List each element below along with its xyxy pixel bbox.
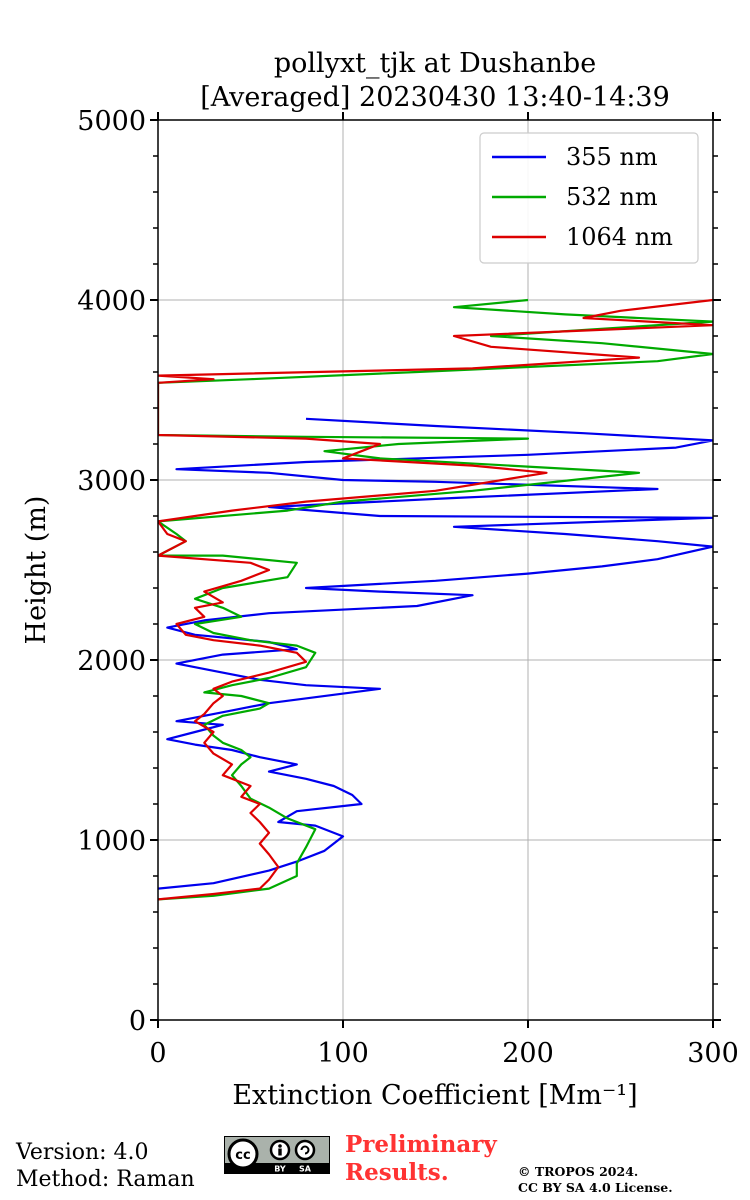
copyright-line-1: © TROPOS 2024. <box>518 1164 639 1179</box>
y-tick-label: 1000 <box>77 826 146 857</box>
preliminary-results-note: Preliminary Results. <box>345 1131 497 1187</box>
x-tick-label: 200 <box>502 1038 554 1069</box>
cc-by-sa-license-icon: cc BY SA <box>224 1136 330 1174</box>
legend-box <box>479 132 699 264</box>
y-tick-label: 2000 <box>77 646 146 677</box>
series-lines <box>158 298 713 901</box>
svg-text:BY: BY <box>274 1165 286 1174</box>
legend-label: 1064 nm <box>566 223 673 251</box>
y-tick-label: 0 <box>129 1006 146 1037</box>
axis-ticks <box>150 112 721 1028</box>
x-tick-label: 0 <box>149 1038 166 1069</box>
series-line-1064-nm <box>158 298 713 901</box>
plot-frame <box>157 119 714 1021</box>
method-text: Method: Raman <box>16 1167 195 1192</box>
x-tick-label: 300 <box>687 1038 739 1069</box>
chart-subtitle: [Averaged] 20230430 13:40-14:39 <box>200 82 670 113</box>
preliminary-line-2: Results. <box>345 1159 449 1186</box>
y-tick-label: 4000 <box>77 286 146 317</box>
chart-title: pollyxt_tjk at Dushanbe <box>274 48 596 79</box>
y-tick-label: 5000 <box>77 106 146 137</box>
copyright-note: © TROPOS 2024. CC BY SA 4.0 License. <box>518 1164 673 1196</box>
x-axis-label: Extinction Coefficient [Mm⁻¹] <box>232 1080 637 1111</box>
series-line-532-nm <box>158 298 713 901</box>
y-axis-label: Height (m) <box>21 496 52 645</box>
legend-label: 355 nm <box>566 143 658 171</box>
x-tick-label: 100 <box>317 1038 369 1069</box>
version-text: Version: 4.0 <box>16 1140 149 1165</box>
series-line-355-nm <box>158 417 713 890</box>
svg-text:SA: SA <box>299 1165 312 1174</box>
svg-text:cc: cc <box>235 1148 250 1163</box>
legend-label: 532 nm <box>566 183 658 211</box>
legend: 355 nm 532 nm 1064 nm <box>479 132 699 264</box>
y-tick-label: 3000 <box>77 466 146 497</box>
preliminary-line-1: Preliminary <box>345 1131 497 1158</box>
copyright-line-2: CC BY SA 4.0 License. <box>518 1180 673 1195</box>
